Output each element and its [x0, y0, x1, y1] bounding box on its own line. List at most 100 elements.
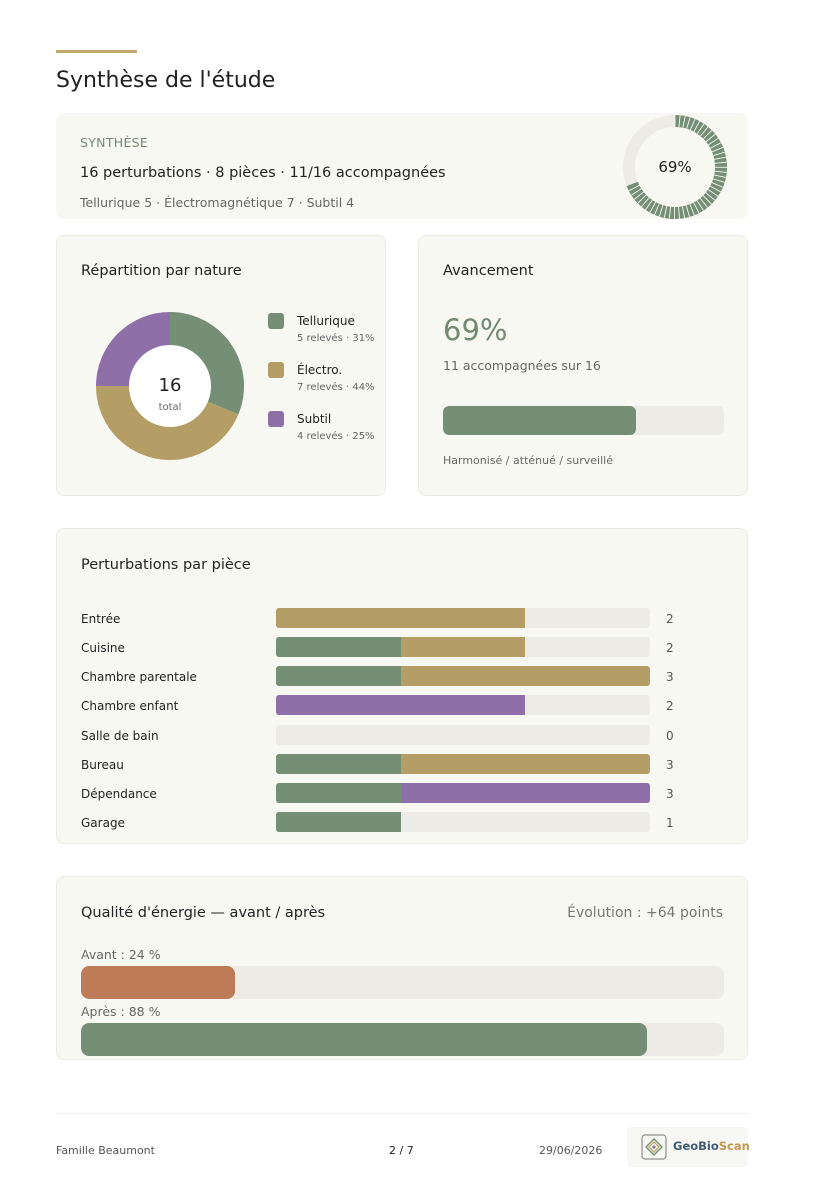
avancement-progress-fill: [443, 406, 637, 435]
ring-tick: [714, 156, 727, 160]
ring-tick: [705, 133, 716, 143]
page-title: Synthèse de l'étude: [56, 68, 276, 93]
perturbation-bar-track: [276, 812, 650, 832]
avancement-progress-bar: [443, 406, 724, 435]
synthese-label: SYNTHÈSE: [80, 135, 149, 150]
avancement-percent: 69%: [443, 313, 508, 347]
ring-tick: [710, 142, 722, 149]
footer-client: Famille Beaumont: [56, 1144, 155, 1157]
qualite-apres-bar: [81, 1023, 724, 1056]
ring-tick: [678, 206, 680, 219]
donut-center-value: 16: [159, 375, 182, 396]
donut-hole: [129, 345, 211, 427]
perturbation-bar-segment-subtil: [400, 783, 650, 803]
ring-tick: [634, 191, 644, 200]
perturbation-row: Salle de bain 0: [57, 725, 749, 745]
perturbation-count: 3: [666, 670, 674, 684]
perturbation-bar-track: [276, 608, 650, 628]
ring-tick: [637, 194, 647, 204]
legend-name: Subtil: [297, 412, 332, 426]
ring-tick: [645, 199, 653, 211]
perturbation-count: 3: [666, 758, 674, 772]
ring-tick: [668, 206, 672, 219]
avancement-card: Avancement 69% 11 accompagnées sur 16 Ha…: [418, 235, 748, 496]
ring-tick: [702, 195, 712, 205]
geobioscan-logo-text: GeoBioScan: [673, 1139, 750, 1153]
ring-tick: [689, 118, 696, 131]
perturbation-bar-segment-subtil: [276, 695, 526, 715]
logo-text-geo: GeoBio: [673, 1139, 719, 1153]
perturbation-room-label: Dépendance: [81, 787, 157, 801]
qualite-apres-fill: [81, 1023, 647, 1056]
perturbation-row: Bureau 3: [57, 754, 749, 774]
perturbation-count: 2: [666, 699, 674, 713]
ring-tick: [705, 192, 716, 201]
ring-tick: [700, 126, 709, 137]
qualite-card: Qualité d'énergie — avant / après Évolut…: [56, 876, 748, 1060]
perturbation-bar-track: [276, 695, 650, 715]
legend-swatch-subtil: [268, 411, 284, 427]
synthese-sub: Tellurique 5 · Électromagnétique 7 · Sub…: [80, 195, 355, 210]
footer-divider: [56, 1113, 748, 1114]
ring-tick: [707, 189, 719, 197]
perturbation-count: 1: [666, 816, 674, 830]
qualite-apres-label: Après : 88 %: [81, 1004, 161, 1019]
perturbation-bar-segment-electro: [276, 608, 526, 628]
perturbation-bar-segment-tellurique: [276, 637, 401, 657]
synthese-card: SYNTHÈSE 16 perturbations · 8 pièces · 1…: [56, 113, 748, 220]
ring-tick: [713, 151, 725, 156]
perturbation-room-label: Garage: [81, 816, 125, 830]
perturbation-row: Garage 1: [57, 812, 749, 832]
footer-date: 29/06/2026: [539, 1144, 603, 1157]
synthese-main: 16 perturbations · 8 pièces · 11/16 acco…: [80, 165, 446, 181]
perturbations-title: Perturbations par pièce: [81, 557, 251, 573]
perturbation-count: 2: [666, 641, 674, 655]
synthese-progress-ring: 69%: [623, 115, 728, 220]
legend-name: Tellurique: [297, 314, 355, 328]
ring-tick: [686, 117, 691, 129]
ring-tick: [689, 203, 695, 216]
ring-tick: [678, 115, 681, 128]
avancement-footer: Harmonisé / atténué / surveillé: [443, 454, 613, 467]
perturbation-bar-segment-tellurique: [276, 754, 401, 774]
perturbation-bar-segment-tellurique: [276, 666, 401, 686]
qualite-avant-bar: [81, 966, 724, 999]
synthese-ring-label: 69%: [658, 158, 691, 176]
ring-tick: [658, 204, 664, 217]
repartition-donut: 16 total: [96, 312, 244, 460]
legend-swatch-tellurique: [268, 313, 284, 329]
logo-text-scan: Scan: [718, 1139, 750, 1153]
avancement-subtitle: 11 accompagnées sur 16: [443, 358, 601, 373]
perturbation-room-label: Bureau: [81, 758, 124, 772]
perturbation-bar-track: [276, 783, 650, 803]
perturbation-count: 3: [666, 787, 674, 801]
perturbation-row: Cuisine 2: [57, 637, 749, 657]
ring-tick: [699, 197, 708, 208]
perturbation-bar-track: [276, 754, 650, 774]
ring-tick: [663, 206, 668, 218]
ring-tick: [696, 200, 704, 211]
perturbation-bar-segment-tellurique: [276, 812, 401, 832]
ring-tick: [703, 130, 713, 140]
avancement-title: Avancement: [443, 263, 534, 279]
ring-tick: [654, 203, 660, 215]
perturbation-row: Dépendance 3: [57, 783, 749, 803]
ring-tick: [696, 123, 705, 135]
legend-detail: 5 relevés · 31%: [297, 333, 375, 344]
donut-center-label: total: [159, 402, 182, 413]
ring-tick: [714, 174, 727, 178]
ring-tick: [693, 120, 700, 132]
perturbation-room-label: Chambre parentale: [81, 670, 197, 684]
qualite-avant-fill: [81, 966, 236, 999]
qualite-title: Qualité d'énergie — avant / après: [81, 905, 326, 921]
legend-swatch-electro: [268, 362, 284, 378]
ring-tick: [681, 206, 686, 219]
perturbation-row: Entrée 2: [57, 608, 749, 628]
perturbation-bar-segment-electro: [400, 754, 650, 774]
perturbation-bar-track: [276, 725, 650, 745]
repartition-card: Répartition par nature 16 total Telluriq…: [56, 235, 386, 496]
ring-tick: [708, 137, 719, 146]
ring-tick: [631, 188, 642, 196]
ring-tick: [649, 201, 657, 213]
legend-name: Électro.: [297, 363, 343, 377]
